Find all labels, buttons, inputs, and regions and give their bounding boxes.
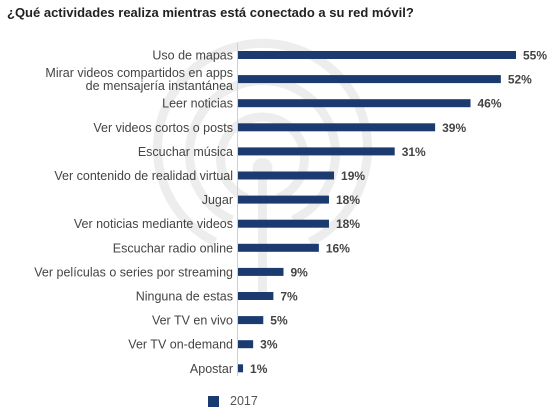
bar (238, 340, 254, 349)
bar (238, 267, 284, 276)
category-label: Apostar (190, 362, 233, 376)
value-label: 1% (250, 362, 268, 376)
bar (238, 195, 329, 204)
value-label: 5% (270, 314, 288, 328)
value-label: 39% (442, 121, 466, 135)
value-label: 3% (260, 338, 278, 352)
category-label: Jugar (202, 193, 233, 207)
bar (238, 243, 319, 252)
value-label: 52% (508, 73, 532, 87)
value-label: 46% (478, 97, 502, 111)
category-label: Ver películas o series por streaming (34, 265, 233, 279)
bar (238, 51, 516, 59)
legend-swatch (208, 395, 219, 407)
category-label: Escuchar música (138, 145, 233, 159)
chart-title: ¿Qué actividades realiza mientras está c… (7, 5, 414, 20)
bar (238, 292, 274, 300)
bar (238, 75, 501, 84)
legend-label: 2017 (230, 394, 258, 408)
bar (238, 171, 335, 180)
legend: 2017 (208, 394, 258, 408)
category-label: Leer noticias (162, 97, 233, 111)
category-label: Escuchar radio online (113, 241, 233, 255)
bar (238, 364, 244, 373)
value-label: 7% (280, 290, 298, 304)
category-label: Ver videos cortos o posts (93, 121, 233, 135)
value-label: 55% (523, 49, 547, 63)
category-label: Ver noticias mediante videos (74, 217, 233, 231)
category-label: Ver contenido de realidad virtual (54, 169, 233, 183)
value-label: 31% (402, 145, 426, 159)
category-label: Ver TV en vivo (152, 314, 233, 328)
category-label: Mirar videos compartidos en apps de mensa… (45, 66, 233, 93)
value-label: 9% (290, 265, 308, 279)
value-label: 19% (341, 169, 365, 183)
bar (238, 123, 436, 132)
value-label: 16% (326, 241, 350, 255)
bar (238, 147, 395, 156)
bar (238, 219, 329, 228)
category-label: Ninguna de estas (136, 290, 233, 304)
bar (238, 99, 471, 108)
value-label: 18% (336, 217, 360, 231)
category-label: Uso de mapas (152, 49, 233, 63)
bar (238, 316, 264, 325)
category-label: Ver TV on-demand (128, 338, 233, 352)
value-label: 18% (336, 193, 360, 207)
